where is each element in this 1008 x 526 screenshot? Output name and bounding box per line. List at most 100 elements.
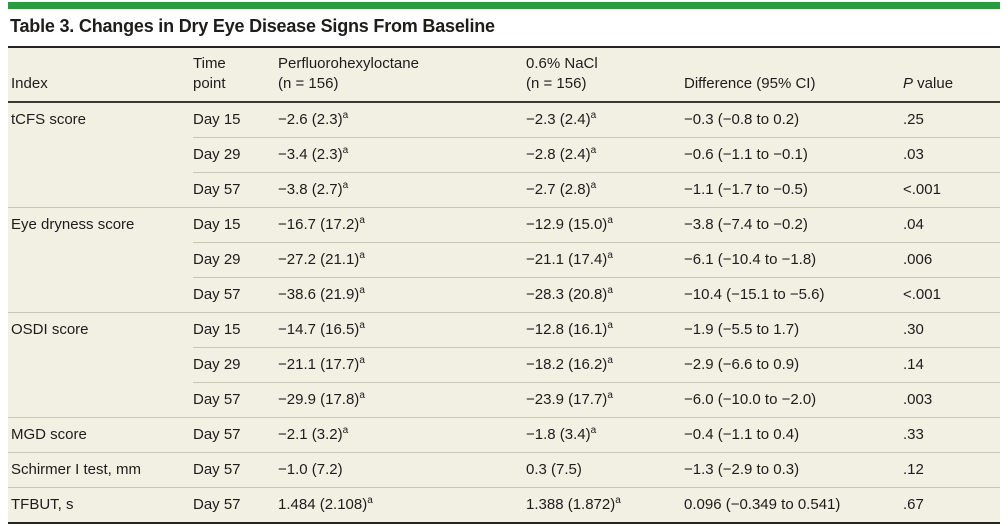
footnote-marker-a: a	[359, 250, 365, 261]
time-point-cell: Day 15	[193, 207, 278, 243]
difference-cell: −6.0 (−10.0 to −2.0)	[684, 382, 903, 418]
table-row: OSDI score Day 15 −14.7 (16.5)a −12.8 (1…	[8, 312, 1000, 348]
table-row: Day 57 −38.6 (21.9)a −28.3 (20.8)a −10.4…	[8, 277, 1000, 313]
time-point-cell: Day 57	[193, 487, 278, 523]
p-value-cell: .30	[903, 312, 1000, 348]
index-cell: OSDI score	[8, 312, 193, 348]
footnote-marker-a: a	[607, 320, 613, 331]
time-point-cell: Day 57	[193, 172, 278, 208]
footnote-marker-a: a	[342, 110, 349, 121]
nacl-cell: 1.388 (1.872)a	[526, 487, 684, 523]
table-row: Day 29 −3.4 (2.3)a −2.8 (2.4)a −0.6 (−1.…	[8, 137, 1000, 173]
nacl-cell: −21.1 (17.4)a	[526, 242, 684, 278]
footnote-marker-a: a	[359, 320, 365, 331]
nacl-cell: −28.3 (20.8)a	[526, 277, 684, 313]
nacl-cell: 0.3 (7.5)	[526, 452, 684, 488]
p-value-cell: .67	[903, 487, 1000, 523]
pfho-cell: −2.6 (2.3)a	[278, 102, 526, 138]
footnote-marker-a: a	[607, 215, 613, 226]
difference-cell: −1.9 (−5.5 to 1.7)	[684, 312, 903, 348]
footnote-marker-a: a	[342, 425, 349, 436]
table-row: Day 29 −27.2 (21.1)a −21.1 (17.4)a −6.1 …	[8, 242, 1000, 278]
index-cell	[8, 138, 193, 173]
nacl-value: −12.8 (16.1)	[526, 321, 608, 338]
nacl-cell: −23.9 (17.7)a	[526, 382, 684, 418]
difference-cell: 0.096 (−0.349 to 0.541)	[684, 487, 903, 523]
nacl-cell: −12.8 (16.1)a	[526, 312, 684, 348]
nacl-cell: −2.3 (2.4)a	[526, 102, 684, 138]
p-value-cell: .03	[903, 137, 1000, 173]
difference-cell: −1.1 (−1.7 to −0.5)	[684, 172, 903, 208]
p-value-cell: .25	[903, 111, 924, 128]
pfho-cell: −38.6 (21.9)a	[278, 277, 526, 313]
table-row: Schirmer I test, mm Day 57 −1.0 (7.2) 0.…	[8, 452, 1000, 488]
index-cell	[8, 383, 193, 418]
index-cell	[8, 348, 193, 383]
pfho-cell: −3.4 (2.3)a	[278, 137, 526, 173]
time-point-cell: Day 57	[193, 417, 278, 453]
difference-cell: −2.9 (−6.6 to 0.9)	[684, 347, 903, 383]
time-point-cell: Day 29	[193, 137, 278, 173]
table-title: Table 3. Changes in Dry Eye Disease Sign…	[8, 9, 1000, 48]
p-value-cell: .04	[903, 207, 1000, 243]
p-value-cell: .003	[903, 382, 1000, 418]
time-line1: Time	[193, 55, 226, 72]
nacl-value: −12.9 (15.0)	[526, 216, 608, 233]
footnote-marker-a: a	[359, 390, 365, 401]
difference-cell: −10.4 (−15.1 to −5.6)	[684, 277, 903, 313]
dry-eye-signs-table: Index Time point Perfluorohexyloctane (n =…	[8, 48, 1000, 524]
difference-cell: −3.8 (−7.4 to −0.2)	[684, 207, 903, 243]
footnote-marker-a: a	[367, 495, 373, 506]
nacl-cell: −12.9 (15.0)a	[526, 207, 684, 243]
time-point-cell: Day 29	[193, 242, 278, 278]
time-point-cell: Day 15	[193, 312, 278, 348]
p-value-cell: .12	[903, 452, 1000, 488]
table-row: MGD score Day 57 −2.1 (3.2)a −1.8 (3.4)a…	[8, 417, 1000, 453]
nacl-value: −2.7 (2.8)	[526, 181, 591, 198]
col-header-time-point: Time point	[193, 48, 278, 103]
p-value-cell: <.001	[903, 277, 1000, 313]
p-value-cell: <.001	[903, 172, 1000, 208]
footnote-marker-a: a	[590, 145, 597, 156]
pfho-value: 1.484 (2.108)	[278, 496, 368, 513]
pfho-value: −29.9 (17.8)	[278, 391, 360, 408]
index-cell: Eye dryness score	[8, 207, 193, 243]
pfho-cell: −3.8 (2.7)a	[278, 172, 526, 208]
nacl-value: −18.2 (16.2)	[526, 356, 608, 373]
nacl-line1: 0.6% NaCl	[526, 55, 598, 72]
footnote-marker-a: a	[590, 425, 597, 436]
p-rest: value	[913, 75, 954, 92]
pfho-cell: −16.7 (17.2)a	[278, 207, 526, 243]
time-point-cell: Day 57	[193, 452, 278, 488]
pfho-cell: −1.0 (7.2)	[278, 452, 526, 488]
table-row: Day 57 −29.9 (17.8)a −23.9 (17.7)a −6.0 …	[8, 382, 1000, 418]
col-header-index: Index	[8, 48, 193, 103]
index-cell: Schirmer I test, mm	[8, 452, 193, 488]
difference-cell: −1.3 (−2.9 to 0.3)	[684, 452, 903, 488]
pfho-value: −3.8 (2.7)	[278, 181, 343, 198]
table-row: Day 57 −3.8 (2.7)a −2.7 (2.8)a −1.1 (−1.…	[8, 172, 1000, 208]
pfho-value: −2.1 (3.2)	[278, 426, 343, 443]
pfho-line2: (n = 156)	[278, 75, 339, 92]
pfho-cell: −2.1 (3.2)a	[278, 417, 526, 453]
nacl-cell: −2.7 (2.8)a	[526, 172, 684, 208]
col-header-perfluorohexyloctane: Perfluorohexyloctane (n = 156)	[278, 48, 526, 103]
pfho-value: −14.7 (16.5)	[278, 321, 360, 338]
index-cell: TFBUT, s	[8, 487, 193, 523]
p-value-cell: .006	[903, 242, 1000, 278]
nacl-value: 0.3 (7.5)	[526, 461, 582, 478]
pfho-value: −21.1 (17.7)	[278, 356, 360, 373]
time-point-cell: Day 15	[193, 111, 241, 128]
col-header-nacl: 0.6% NaCl (n = 156)	[526, 48, 684, 103]
pfho-cell: −21.1 (17.7)a	[278, 347, 526, 383]
table-row: TFBUT, s Day 57 1.484 (2.108)a 1.388 (1.…	[8, 487, 1000, 523]
footnote-marker-a: a	[607, 390, 613, 401]
p-italic: P	[903, 75, 914, 92]
footnote-marker-a: a	[607, 355, 613, 366]
header-row: Index Time point Perfluorohexyloctane (n =…	[8, 48, 1000, 103]
table-row: Day 29 −21.1 (17.7)a −18.2 (16.2)a −2.9 …	[8, 347, 1000, 383]
col-header-difference: Difference (95% CI)	[684, 48, 903, 103]
footnote-marker-a: a	[590, 180, 597, 191]
difference-cell: −0.3 (−0.8 to 0.2)	[684, 111, 800, 128]
